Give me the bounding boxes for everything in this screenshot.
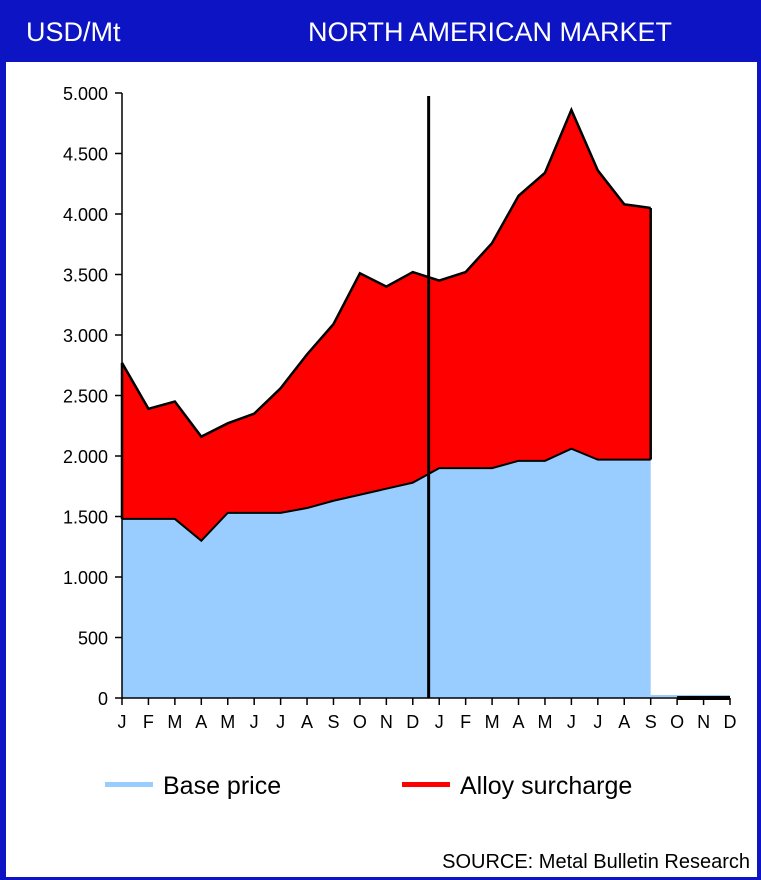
series-alloy-surcharge-outline (120, 106, 651, 439)
x-tick-label: A (513, 712, 525, 732)
y-tick-label: 2.000 (63, 447, 108, 467)
chart-header: USD/Mt NORTH AMERICAN MARKET (0, 0, 761, 62)
series-alloy-surcharge-area (122, 109, 651, 541)
unit-label: USD/Mt (26, 17, 121, 47)
y-tick-label: 2.500 (63, 387, 108, 407)
x-tick-label: J (567, 712, 576, 732)
legend-base-price-label: Base price (163, 772, 281, 800)
x-tick-label: J (593, 712, 602, 732)
legend-base-price-swatch (105, 782, 153, 787)
x-tick-label: D (724, 712, 737, 732)
axes: 0 500 1.000 1.500 2.000 2.500 3.000 3.500 4.000 4… (63, 84, 737, 732)
y-tick-label: 1.000 (63, 568, 108, 588)
x-tick-label: F (143, 712, 154, 732)
legend: Base price Alloy surcharge (105, 772, 632, 800)
y-tick-label: 4.500 (63, 145, 108, 165)
x-tick-label: O (670, 712, 684, 732)
x-tick-label: A (195, 712, 207, 732)
series-base-price-outline (122, 447, 651, 543)
y-tick-label: 4.000 (63, 205, 108, 225)
x-tick-label: S (645, 712, 657, 732)
y-tick-label: 0 (98, 689, 108, 709)
plot-areas (120, 106, 730, 700)
x-tick-label: M (485, 712, 500, 732)
y-tick-label: 3.000 (63, 326, 108, 346)
y-tick-label: 1.500 (63, 508, 108, 528)
x-tick-label: A (618, 712, 630, 732)
legend-alloy-surcharge-label: Alloy surcharge (460, 772, 632, 800)
x-tick-label: M (167, 712, 182, 732)
x-tick-label: A (301, 712, 313, 732)
x-tick-label: J (250, 712, 259, 732)
source-note: SOURCE: Metal Bulletin Research (442, 851, 750, 873)
x-tick-label: D (406, 712, 419, 732)
x-tick-label: M (537, 712, 552, 732)
series-base-price-area (122, 448, 651, 698)
x-tick-label: N (380, 712, 393, 732)
x-tick-label: F (460, 712, 471, 732)
y-tick-label: 3.500 (63, 266, 108, 286)
legend-alloy-surcharge-swatch (402, 782, 450, 787)
x-tick-label: J (435, 712, 444, 732)
y-tick-label: 500 (78, 629, 108, 649)
x-tick-label: M (220, 712, 235, 732)
x-tick-label: S (327, 712, 339, 732)
chart-title: NORTH AMERICAN MARKET (308, 17, 673, 47)
x-tick-label: J (276, 712, 285, 732)
x-tick-label: N (697, 712, 710, 732)
y-tick-label: 5.000 (63, 84, 108, 104)
x-tick-label: O (353, 712, 367, 732)
x-tick-label: J (118, 712, 127, 732)
